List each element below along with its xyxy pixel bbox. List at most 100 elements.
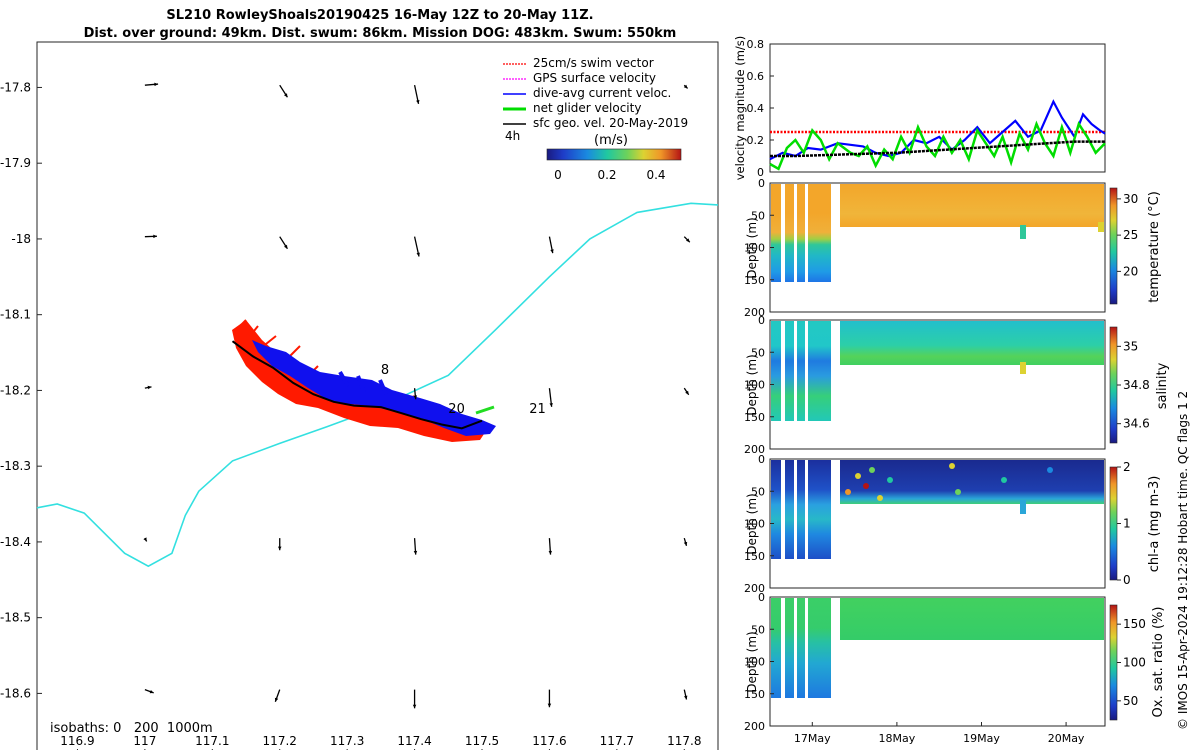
sfc-vector-head [549,403,553,407]
glider-track [231,340,483,430]
sfc-vector-head [143,537,147,542]
oxygen-colorbar-ticks: 50 100 150 [1117,617,1146,708]
sfc-vector-head [548,550,552,555]
sfc-vector-head [416,100,420,104]
colorbar-tick-label: 150 [1123,617,1146,631]
map-y-tick-label: -18.1 [0,308,31,322]
depth-tick-label: 200 [744,443,765,456]
legend-label-net: net glider velocity [533,101,641,115]
sfc-vector-head [412,704,417,709]
chl-colorbar-label: chl-a (mg m-3) [1147,476,1162,573]
map-x-tick-label: 117 [133,734,156,748]
map-y-ticks: -17.8 -17.9 -18 -18.1 -18.2 -18.3 -18.4 -18.5 -1… [0,80,42,700]
map-x-tick-label: 117.2 [263,734,297,748]
map-y-tick-label: -18.5 [0,611,31,625]
sfc-vector-head [686,238,690,243]
salinity-colorbar-ticks: 34.6 34.8 35 [1117,339,1150,431]
sfc-vector-head [149,690,154,694]
depth-tick-label: 100 [744,242,765,255]
map-x-tick-label: 117.8 [667,734,701,748]
salinity-panel: 0 50 100 150 200 Depth (m) 34.6 34.8 35 salini… [744,314,1170,456]
isobaths-label: isobaths: 0 200 1000m [50,721,213,736]
sfc-vector-head [147,385,152,390]
chl-panel: 0 50 100 150 200 Depth (m) 0 1 2 chl-a (mg m-3… [744,453,1162,595]
colorbar-tick-label: 34.6 [1123,417,1150,431]
depth-tick-label: 200 [744,720,765,733]
map-x-tick-label: 117.4 [397,734,431,748]
depth-tick-label: 50 [751,485,765,498]
map-colorbar-tick: 0.4 [646,168,665,182]
oxygen-colorbar-label: Ox. sat. ratio (%) [1151,607,1166,718]
map-x-tick-label: 117.6 [532,734,566,748]
depth-tick-label: 0 [758,453,765,466]
sfc-vector-head [684,695,688,700]
date-tick-label: 18May [879,732,916,745]
salinity-colorbar [1109,326,1118,444]
map-colorbar-tick: 0.2 [597,168,616,182]
map-x-tick-label: 117.7 [600,734,634,748]
map-x-tick-label: 117.3 [330,734,364,748]
depth-tick-label: 150 [744,274,765,287]
colorbar-tick-label: 50 [1123,694,1138,708]
chl-colorbar-ticks: 0 1 2 [1117,460,1131,587]
map-x-tick-label: 117.1 [195,734,229,748]
salinity-colorbar-label: salinity [1155,362,1170,409]
depth-tick-label: 200 [744,306,765,319]
map-y-tick-label: -17.9 [0,156,31,170]
sfc-vector-head [154,82,159,87]
net-glider-velocity-arrow [475,405,495,415]
temperature-panel: 0 50 100 150 200 Depth (m) 20 25 30 temperatur… [744,177,1162,319]
map-legend: 25cm/s swim vector GPS surface velocity … [503,56,688,182]
velocity-y-tick-label: 0 [757,166,764,179]
depth-tick-label: 50 [751,209,765,222]
track-day-label: 21 [529,402,546,417]
velocity-y-tick-label: 0.4 [747,102,765,115]
depth-tick-label: 200 [744,582,765,595]
oxygen-y-ticks: 0 50 100 150 200 [744,591,774,733]
velocity-y-tick-label: 0.8 [747,38,765,51]
depth-tick-label: 0 [758,314,765,327]
map-y-tick-label: -18.6 [0,686,31,700]
depth-tick-label: 50 [751,623,765,636]
depth-tick-label: 0 [758,591,765,604]
velocity-series-net-glider-velocity [769,120,1106,171]
depth-tick-label: 100 [744,379,765,392]
map-panel: 116.9 117 117.1 117.2 117.3 117.4 117.5 117.6 11… [0,41,719,750]
oxygen-section [771,598,1104,698]
depth-tick-label: 100 [744,656,765,669]
colorbar-tick-label: 1 [1123,517,1131,531]
map-colorbar-tick: 0 [554,168,562,182]
sfc-vector-head [274,697,279,702]
colorbar-tick-label: 34.8 [1123,378,1150,392]
depth-tick-label: 0 [758,177,765,190]
colorbar-tick-label: 25 [1123,228,1138,242]
depth-tick-label: 150 [744,411,765,424]
legend-label-swim: 25cm/s swim vector [533,56,654,70]
sfc-vector-head [547,703,552,708]
oxygen-ylabel: Depth (m) [745,631,759,692]
depth-tick-label: 50 [751,346,765,359]
colorbar-tick-label: 0 [1123,573,1131,587]
map-y-tick-label: -18.4 [0,535,31,549]
current-vector-cloud [252,340,496,436]
map-y-tick-label: -18 [11,232,31,246]
legend-label-sfc: sfc geo. vel. 20-May-2019 [533,116,688,130]
salinity-section [771,321,1104,421]
sfc-vector-head [683,541,688,546]
chl-y-ticks: 0 50 100 150 200 [744,453,774,595]
date-tick-label: 20May [1048,732,1085,745]
velocity-ylabel: velocity magnitude (m/s) [733,36,747,181]
map-x-tick-label: 116.9 [60,734,94,748]
oxygen-panel: 0 50 100 150 200 17May 18May 19May 20May Depth … [744,591,1166,745]
sfc-vector-head [284,244,288,249]
oxygen-x-ticks: 17May 18May 19May 20May [794,722,1085,745]
sfc-vector-head [413,395,418,400]
legend-label-gps: GPS surface velocity [533,71,656,85]
colorbar-tick-label: 35 [1123,339,1138,353]
depth-tick-label: 100 [744,518,765,531]
sfc-vector-head [550,249,554,254]
sfc-vector-head [284,93,288,98]
velocity-y-tick-label: 0.2 [747,134,765,147]
temperature-ylabel: Depth (m) [745,217,759,278]
